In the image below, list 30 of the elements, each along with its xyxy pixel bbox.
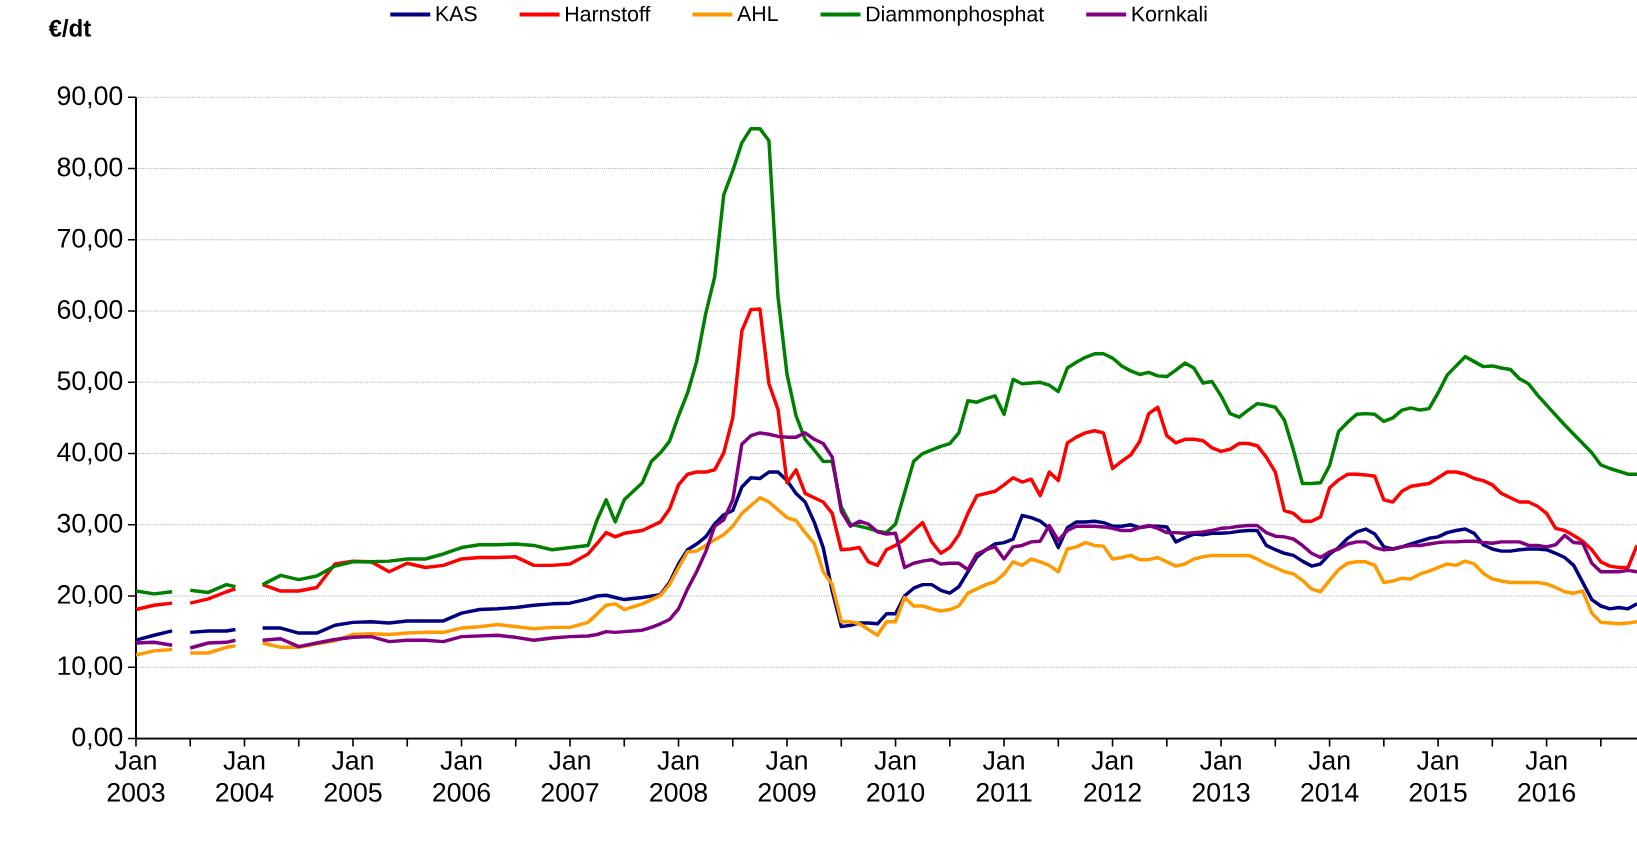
x-tick-label: Jan 2011 [976,751,1032,802]
legend-label: Diammonphosphat [866,5,1045,26]
y-tick-label: 80,00 [57,157,123,180]
x-tick-label: Jan 2004 [216,751,274,802]
x-tick-label: Jan 2003 [107,751,165,802]
x-tick-label: Jan 2005 [324,751,382,802]
x-tick-label: Jan 2009 [758,751,816,802]
x-tick-label: Jan 2006 [433,751,490,802]
legend-label: Harnstoff [566,5,651,22]
x-tick-label: Jan 2008 [650,751,708,802]
y-tick-label: 0,00 [72,727,123,750]
x-tick-label: Jan 2012 [1084,751,1141,802]
x-tick-label: Jan 2014 [1301,751,1359,802]
x-tick-label: Jan 2010 [867,751,925,802]
y-tick-label: 10,00 [58,656,123,679]
legend-label: AHL [737,6,778,21]
y-tick-label: 20,00 [57,584,123,607]
legend-label: KAS [436,6,477,22]
y-tick-label: 30,00 [57,513,123,536]
y-tick-label: 40,00 [57,442,123,465]
y-tick-label: 90,00 [57,86,123,109]
legend-label: Kornkali [1132,5,1207,22]
y-tick-label: 60,00 [57,299,123,322]
x-tick-label: Jan 2013 [1192,751,1250,802]
x-tick-label: Jan 2016 [1518,751,1576,802]
y-tick-label: 70,00 [57,228,123,251]
x-tick-label: Jan 2007 [541,751,599,802]
y-axis-title: €/dt [48,19,91,37]
x-tick-label: Jan 2015 [1409,751,1467,802]
y-tick-label: 50,00 [57,371,123,394]
